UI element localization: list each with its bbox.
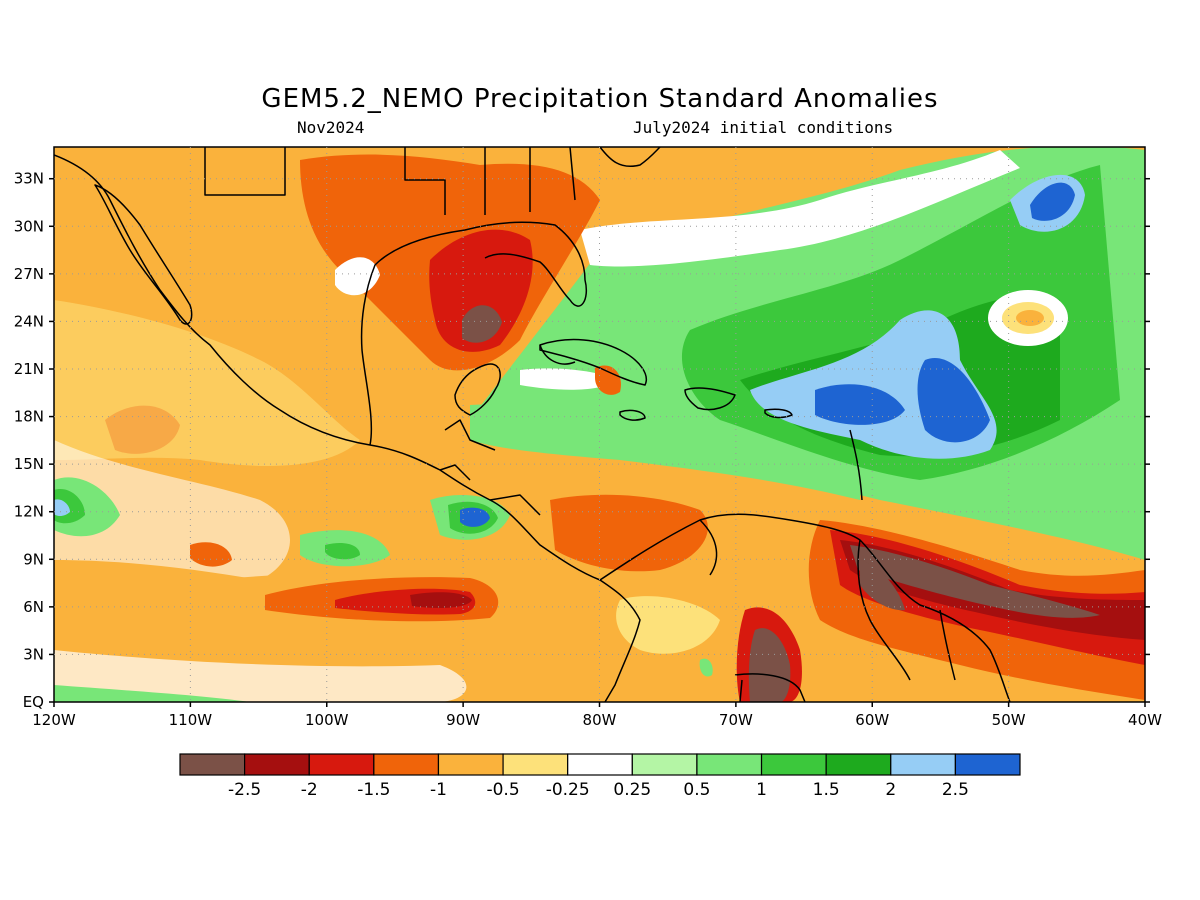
lon-label: 60W (855, 711, 889, 729)
lat-label: EQ (23, 693, 44, 711)
colorbar-label: -0.25 (546, 780, 590, 800)
lon-label: 70W (719, 711, 753, 729)
colorbar-swatch (760, 753, 827, 776)
lat-label: 9N (23, 550, 44, 568)
colorbar-label: 2 (885, 780, 896, 800)
colorbar-label: -1 (430, 780, 447, 800)
anomaly-field (54, 147, 1145, 702)
coastlines (54, 147, 1011, 702)
colorbar-label: 0.25 (613, 780, 651, 800)
colorbar-label: 2.5 (942, 780, 969, 800)
gridlines (54, 147, 1145, 702)
valid-month-label: Nov2024 (297, 118, 365, 137)
colorbar-swatch (179, 753, 246, 776)
colorbar-swatch (437, 753, 504, 776)
lat-label: 24N (14, 312, 44, 330)
colorbar-label: -2 (301, 780, 318, 800)
colorbar-swatch (244, 753, 310, 776)
lon-label: 80W (583, 711, 617, 729)
map-title: GEM5.2_NEMO Precipitation Standard Anoma… (261, 84, 939, 114)
lat-label: 33N (14, 170, 44, 188)
lon-label: 50W (992, 711, 1026, 729)
initial-conditions-label: July2024 initial conditions (633, 118, 894, 137)
colorbar-swatch (308, 753, 375, 776)
colorbar-swatch (373, 753, 440, 776)
lon-label: 120W (32, 711, 76, 729)
colorbar-swatch (954, 753, 1021, 776)
colorbar-label: -1.5 (357, 780, 390, 800)
lon-label: 110W (169, 711, 213, 729)
colorbar-label: -0.5 (486, 780, 519, 800)
colorbar-label: 0.5 (683, 780, 710, 800)
lon-label: 40W (1128, 711, 1162, 729)
colorbar-swatch (696, 753, 763, 776)
lat-label: 30N (14, 217, 44, 235)
colorbar-label: 1.5 (813, 780, 840, 800)
lat-label: 21N (14, 360, 44, 378)
colorbar-swatch (890, 753, 956, 776)
colorbar-swatch (825, 753, 892, 776)
colorbar-swatch (631, 753, 698, 776)
colorbar-swatch (567, 753, 633, 776)
colorbar: -2.5 -2 -1.5 -1 -0.5 -0.25 0.25 0.5 1 1.5 2 2.5 (179, 753, 1021, 800)
lat-label: 18N (14, 408, 44, 426)
lon-label: 90W (446, 711, 480, 729)
lat-label: 6N (23, 598, 44, 616)
lat-label: 15N (14, 455, 44, 473)
axis-labels: EQ 3N 6N 9N 12N 15N 18N 21N 24N 27N 30N 33N 120W 110W… (14, 170, 1162, 729)
lat-label: 27N (14, 265, 44, 283)
colorbar-label: 1 (756, 780, 767, 800)
lat-label: 12N (14, 503, 44, 521)
colorbar-swatch (502, 753, 569, 776)
lon-label: 100W (305, 711, 349, 729)
colorbar-label: -2.5 (228, 780, 261, 800)
lat-label: 3N (23, 645, 44, 663)
